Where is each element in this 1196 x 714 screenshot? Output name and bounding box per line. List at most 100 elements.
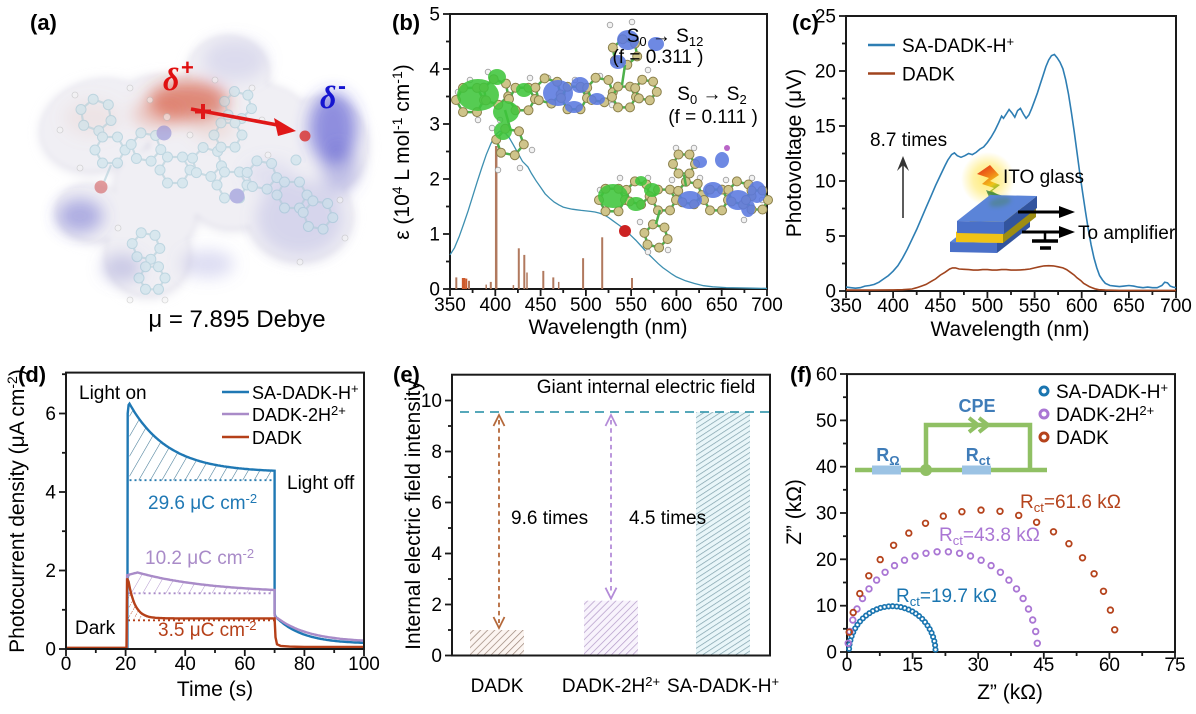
svg-text:μ = 7.895 Debye: μ = 7.895 Debye <box>148 306 325 333</box>
svg-text:4: 4 <box>431 544 442 565</box>
svg-text:350: 350 <box>434 295 466 316</box>
svg-text:80: 80 <box>294 654 315 675</box>
svg-text:450: 450 <box>525 295 557 316</box>
svg-text:(f): (f) <box>790 362 812 387</box>
svg-text:10: 10 <box>816 596 837 617</box>
svg-text:400: 400 <box>877 296 909 317</box>
svg-text:(d): (d) <box>18 362 46 387</box>
svg-text:RΩ: RΩ <box>876 445 899 468</box>
svg-text:DADK: DADK <box>252 428 302 448</box>
svg-text:10.2 μC cm-2: 10.2 μC cm-2 <box>145 546 254 569</box>
svg-text:4.5 times: 4.5 times <box>629 508 706 529</box>
svg-text:SA-DADK-H+: SA-DADK-H+ <box>902 34 1014 57</box>
svg-text:ε (104 L mol-1 cm-1): ε (104 L mol-1 cm-1) <box>389 64 414 240</box>
svg-text:9.6 times: 9.6 times <box>511 508 588 529</box>
svg-text:700: 700 <box>751 295 783 316</box>
svg-text:2: 2 <box>45 561 56 582</box>
svg-text:40: 40 <box>175 654 196 675</box>
svg-text:DADK-2H2+: DADK-2H2+ <box>1056 403 1154 426</box>
svg-text:6: 6 <box>431 493 442 514</box>
svg-text:Rct=43.8 kΩ: Rct=43.8 kΩ <box>939 525 1040 548</box>
svg-text:Rct=61.6 kΩ: Rct=61.6 kΩ <box>1020 492 1121 515</box>
svg-text:350: 350 <box>830 296 862 317</box>
svg-text:Z” (kΩ): Z” (kΩ) <box>977 681 1043 704</box>
svg-text:8: 8 <box>431 442 442 463</box>
svg-text:0: 0 <box>431 646 442 667</box>
svg-text:29.6 μC cm-2: 29.6 μC cm-2 <box>148 491 257 514</box>
svg-text:Dark: Dark <box>75 618 116 639</box>
svg-text:3.5 μC cm-2: 3.5 μC cm-2 <box>158 618 257 641</box>
svg-text:(f = 0.111 ): (f = 0.111 ) <box>668 107 758 128</box>
svg-text:40: 40 <box>816 457 837 478</box>
svg-text:20: 20 <box>815 62 836 83</box>
svg-text:CPE: CPE <box>958 396 995 416</box>
svg-text:15: 15 <box>815 117 836 138</box>
svg-text:100: 100 <box>348 654 380 675</box>
svg-text:60: 60 <box>1099 655 1120 676</box>
svg-text:20: 20 <box>816 550 837 571</box>
svg-text:550: 550 <box>615 295 647 316</box>
svg-text:SA-DADK-H+: SA-DADK-H+ <box>1056 380 1168 403</box>
svg-text:DADK: DADK <box>471 676 524 697</box>
svg-text:S0 → S2: S0 → S2 <box>677 84 746 107</box>
svg-text:Light off: Light off <box>287 473 355 494</box>
svg-text:650: 650 <box>1113 296 1145 317</box>
svg-text:25: 25 <box>815 7 836 28</box>
svg-text:550: 550 <box>1019 296 1051 317</box>
svg-text:1: 1 <box>429 225 440 246</box>
svg-text:0: 0 <box>842 655 853 676</box>
svg-text:DADK-2H2+: DADK-2H2+ <box>562 674 660 697</box>
svg-text:(e): (e) <box>393 362 420 387</box>
svg-text:DADK: DADK <box>902 65 955 86</box>
svg-text:δ: δ <box>163 61 179 97</box>
svg-text:ITO glass: ITO glass <box>1003 167 1084 188</box>
svg-text:650: 650 <box>706 295 738 316</box>
svg-text:S0 → S12: S0 → S12 <box>627 26 704 49</box>
svg-text:30: 30 <box>816 504 837 525</box>
svg-text:75: 75 <box>1164 655 1185 676</box>
svg-text:0: 0 <box>429 280 440 301</box>
svg-text:50: 50 <box>816 411 837 432</box>
svg-text:5: 5 <box>429 5 440 26</box>
svg-text:Rct: Rct <box>966 445 991 468</box>
svg-text:DADK: DADK <box>1056 428 1109 449</box>
svg-text:60: 60 <box>234 654 255 675</box>
svg-text:Wavelength (nm): Wavelength (nm) <box>528 316 687 339</box>
svg-text:20: 20 <box>115 654 136 675</box>
svg-text:Z” (kΩ): Z” (kΩ) <box>783 479 806 545</box>
svg-text:10: 10 <box>421 391 442 412</box>
svg-text:500: 500 <box>570 295 602 316</box>
svg-text:δ: δ <box>320 79 336 115</box>
svg-text:2: 2 <box>429 170 440 191</box>
svg-text:DADK-2H2+: DADK-2H2+ <box>252 403 346 425</box>
svg-text:4: 4 <box>429 60 440 81</box>
svg-text:Photovoltage (μV): Photovoltage (μV) <box>783 69 806 238</box>
svg-text:To amplifier: To amplifier <box>1078 223 1176 244</box>
svg-text:-: - <box>338 73 346 100</box>
svg-text:400: 400 <box>479 295 511 316</box>
svg-text:500: 500 <box>972 296 1004 317</box>
svg-text:6: 6 <box>45 404 56 425</box>
svg-text:2: 2 <box>431 595 442 616</box>
svg-text:0: 0 <box>825 282 836 303</box>
svg-text:Rct=19.7 kΩ: Rct=19.7 kΩ <box>896 586 997 609</box>
svg-text:Giant internal electric field: Giant internal electric field <box>537 377 756 398</box>
svg-text:0: 0 <box>826 643 837 664</box>
svg-text:600: 600 <box>1066 296 1098 317</box>
svg-text:10: 10 <box>815 172 836 193</box>
svg-text:700: 700 <box>1160 296 1192 317</box>
svg-text:(a): (a) <box>30 10 57 35</box>
svg-text:Photocurrent density (μA cm-2): Photocurrent density (μA cm-2) <box>4 369 29 653</box>
svg-text:SA-DADK-H+: SA-DADK-H+ <box>667 674 779 697</box>
svg-text:3: 3 <box>429 115 440 136</box>
svg-text:Light on: Light on <box>79 383 147 404</box>
svg-text:30: 30 <box>968 655 989 676</box>
svg-text:(f = 0.311 ): (f = 0.311 ) <box>612 47 703 68</box>
svg-text:4: 4 <box>45 483 56 504</box>
svg-text:60: 60 <box>816 365 837 386</box>
svg-text:0: 0 <box>45 640 56 661</box>
svg-text:15: 15 <box>902 655 923 676</box>
svg-text:(c): (c) <box>792 10 819 35</box>
svg-text:Internal electric field inten: Internal electric field intensity <box>402 380 425 650</box>
svg-text:5: 5 <box>825 227 836 248</box>
